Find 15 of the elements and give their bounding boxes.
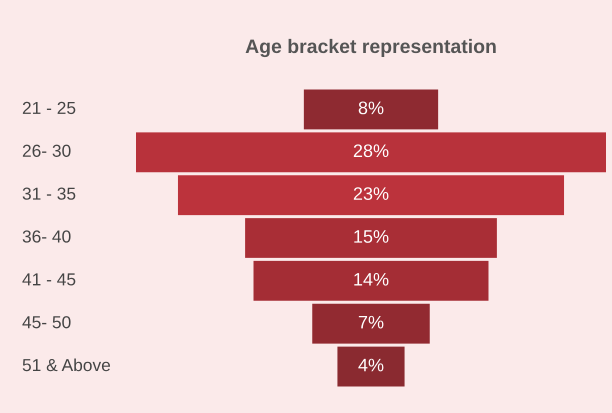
- category-label: 31 - 35: [22, 188, 76, 200]
- category-label: 51 & Above: [22, 358, 110, 372]
- data-label: 4%: [358, 358, 384, 372]
- category-label: 36- 40: [22, 230, 71, 243]
- data-label: 28%: [354, 144, 388, 158]
- category-label: 41 - 45: [22, 273, 76, 286]
- data-label: 7%: [358, 316, 384, 328]
- text: Age bracket representation: [246, 38, 496, 58]
- data-label: 23%: [354, 187, 388, 200]
- category-label: 45- 50: [22, 316, 71, 328]
- category-label: 21 - 25: [22, 102, 76, 114]
- data-label: 15%: [354, 230, 388, 243]
- category-label: 26- 30: [22, 144, 71, 157]
- data-label: 8%: [358, 101, 384, 114]
- data-label: 14%: [354, 272, 388, 286]
